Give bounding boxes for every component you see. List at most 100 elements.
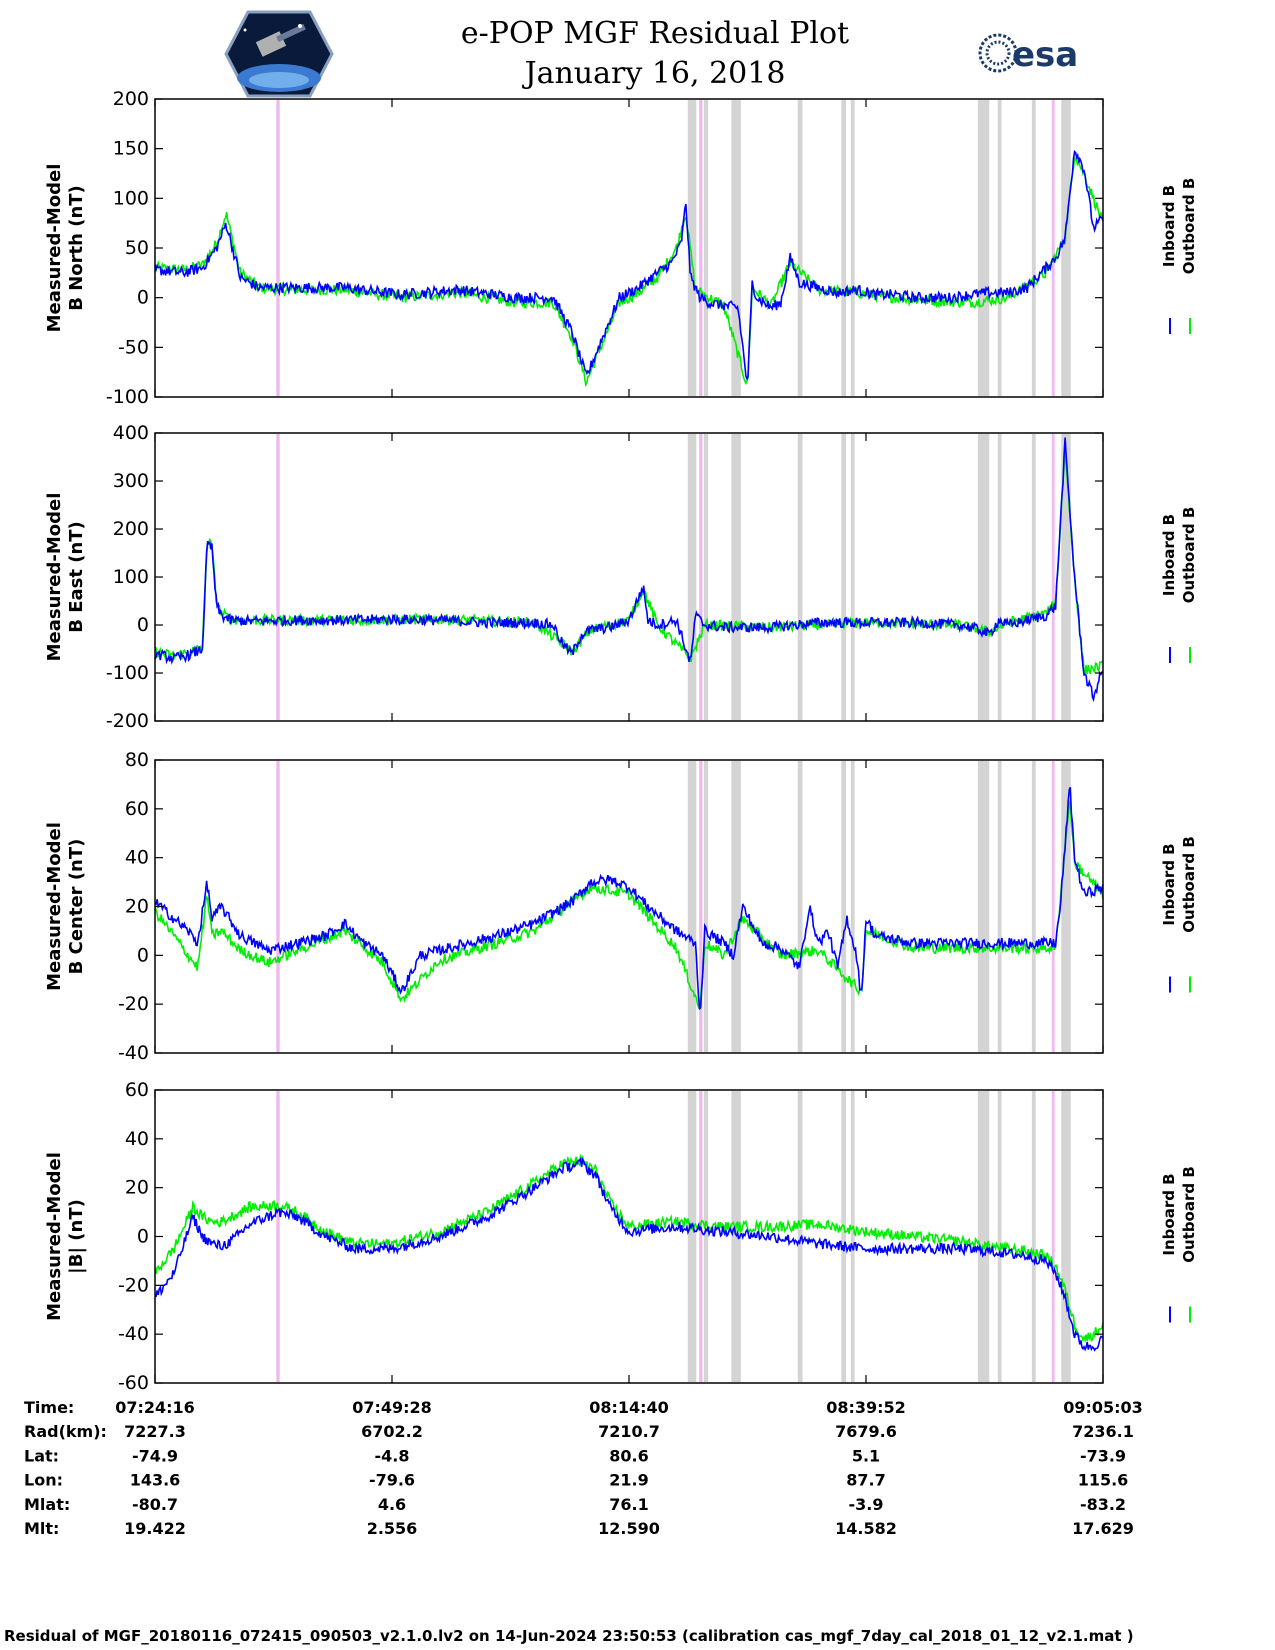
y-tick-label: -200 [106, 710, 149, 732]
legend-label-outboard: Outboard B [1180, 836, 1198, 933]
y-tick-label: 100 [113, 566, 149, 588]
event-band [997, 1091, 1002, 1382]
table-cell: 6702.2 [361, 1422, 423, 1441]
y-axis-label: |B| (nT) [66, 1199, 87, 1274]
y-tick-label: 300 [113, 470, 149, 492]
y-axis-label: Measured-Model [44, 1152, 65, 1321]
y-tick-label: 60 [125, 798, 149, 820]
y-tick-label: -100 [106, 662, 149, 684]
event-band [841, 434, 847, 720]
table-cell: 5.1 [852, 1446, 880, 1465]
event-band [850, 434, 855, 720]
table-cell: 19.422 [124, 1519, 186, 1538]
y-tick-label: 40 [125, 1128, 149, 1150]
event-band [997, 761, 1002, 1052]
y-tick-label: 40 [125, 847, 149, 869]
event-band [1061, 1091, 1071, 1382]
event-band [731, 434, 741, 720]
event-band [1061, 434, 1071, 720]
table-cell: -80.7 [132, 1495, 178, 1514]
esa-logo-text: esa [1012, 35, 1078, 75]
table-cell: 7679.6 [835, 1422, 897, 1441]
event-band [703, 434, 709, 720]
event-band [699, 434, 703, 720]
table-cell: -83.2 [1080, 1495, 1126, 1514]
table-cell: 12.590 [598, 1519, 660, 1538]
table-row-label: Mlat: [24, 1495, 70, 1514]
y-tick-label: -20 [118, 993, 149, 1015]
table-row-label: Lat: [24, 1446, 59, 1465]
y-axis-label: B Center (nT) [66, 839, 87, 975]
series-line-outboard [154, 800, 1104, 1011]
event-band [841, 100, 847, 396]
y-tick-label: 200 [113, 518, 149, 540]
table-cell: 143.6 [130, 1471, 181, 1490]
table-cell: 21.9 [609, 1471, 648, 1490]
legend-label-outboard: Outboard B [1180, 507, 1198, 604]
footer-caption: Residual of MGF_20180116_072415_090503_v… [4, 1627, 1134, 1645]
y-tick-label: 20 [125, 1177, 149, 1199]
table-cell: 76.1 [609, 1495, 648, 1514]
event-band [276, 761, 280, 1052]
y-axis-label: Measured-Model [44, 822, 65, 991]
table-cell: 4.6 [378, 1495, 406, 1514]
table-cell: 7210.7 [598, 1422, 660, 1441]
event-band [997, 100, 1002, 396]
legend-label-outboard: Outboard B [1180, 178, 1198, 275]
y-tick-label: 400 [113, 422, 149, 444]
table-cell: 80.6 [609, 1446, 648, 1465]
event-band [276, 434, 280, 720]
legend-label-inboard: Inboard B [1160, 1173, 1178, 1255]
y-tick-label: 100 [113, 187, 149, 209]
event-band [1051, 761, 1055, 1052]
cassiope-logo [224, 10, 334, 98]
panel-2: -200 -100 0 100 200 300 400 Measured-Model B Eas… [44, 422, 1198, 732]
table-row-label: Lon: [24, 1471, 63, 1490]
event-band [276, 100, 280, 396]
event-band [703, 761, 709, 1052]
table-cell: 09:05:03 [1063, 1398, 1143, 1417]
series-line-inboard [154, 786, 1104, 1010]
table-cell: 7236.1 [1072, 1422, 1134, 1441]
series-line-inboard [154, 1156, 1104, 1352]
legend: Inboard B Outboard B [1160, 836, 1198, 993]
legend: Inboard B Outboard B [1160, 1166, 1198, 1323]
table-cell: 7227.3 [124, 1422, 186, 1441]
y-tick-label: 60 [125, 1079, 149, 1101]
y-tick-label: 0 [137, 1226, 149, 1248]
y-tick-label: -20 [118, 1274, 149, 1296]
legend-label-outboard: Outboard B [1180, 1166, 1198, 1263]
table-cell: 14.582 [835, 1519, 897, 1538]
event-band [997, 434, 1002, 720]
event-band [797, 434, 803, 720]
event-band [687, 1091, 697, 1382]
event-band [703, 100, 709, 396]
orbit-info-table: Time: 07:24:16 07:49:28 08:14:40 08:39:52 09:… [24, 1398, 1143, 1538]
event-band [850, 1091, 855, 1382]
event-band [977, 761, 990, 1052]
legend-label-inboard: Inboard B [1160, 185, 1178, 267]
event-band [850, 761, 855, 1052]
event-band [1051, 434, 1055, 720]
y-tick-label: -60 [118, 1372, 149, 1394]
event-band [1051, 100, 1055, 396]
esa-logo: esa [978, 33, 1078, 75]
event-band [731, 761, 741, 1052]
table-cell: -4.8 [375, 1446, 410, 1465]
plot-frame [154, 432, 1104, 722]
y-tick-label: 20 [125, 896, 149, 918]
event-band [699, 100, 703, 396]
event-band [687, 100, 697, 396]
event-band [699, 761, 703, 1052]
table-cell: 17.629 [1072, 1519, 1134, 1538]
table-cell: -79.6 [369, 1471, 415, 1490]
table-cell: 2.556 [367, 1519, 418, 1538]
event-band [687, 434, 697, 720]
table-row-label: Mlt: [24, 1519, 59, 1538]
series-line-outboard [154, 448, 1104, 675]
event-band [1031, 761, 1036, 1052]
y-tick-label: 200 [113, 88, 149, 110]
y-tick-label: 150 [113, 138, 149, 160]
y-axis-label: B East (nT) [66, 521, 87, 633]
